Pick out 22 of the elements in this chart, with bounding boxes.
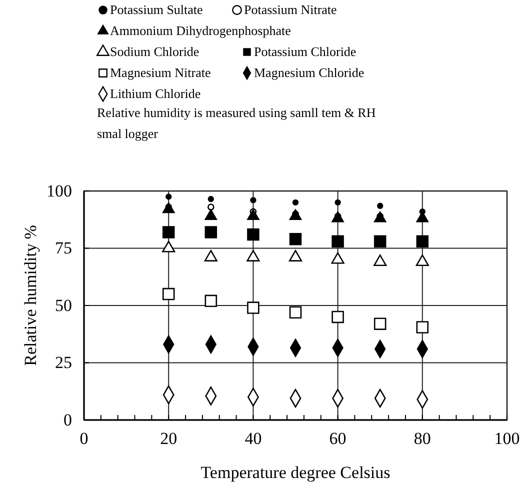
legend-label: Lithium Chloride [110,86,201,101]
y-axis-title: Relative humidity % [21,225,40,366]
x-tick-label: 0 [80,429,88,448]
x-tick-label: 100 [494,429,520,448]
legend-label: Magnesium Nitrate [110,65,211,80]
legend-label: Potassium Chloride [254,44,356,59]
legend-label: Magnesium Chloride [254,65,364,80]
x-axis-title: Temperature degree Celsius [200,463,390,482]
x-tick-label: 60 [329,429,346,448]
legend-label: Ammonium Dihydrogenphosphate [110,23,292,38]
y-tick-label: 75 [55,238,72,258]
x-tick-label: 80 [414,429,431,448]
text: Relative humidity is measured using samll tem & RH smal logger [97,105,376,141]
legend-label: Potassium Sultate [110,2,204,17]
legend-label: Potassium Nitrate [244,2,338,17]
legend-label: Sodium Chloride [110,44,200,59]
y-tick-label: 100 [46,181,72,200]
y-tick-label: 50 [55,296,72,315]
y-tick-label: 25 [55,353,72,372]
x-tick-label: 20 [160,429,178,448]
y-tick-label: 0 [64,410,72,430]
x-tick-label: 40 [244,429,262,448]
